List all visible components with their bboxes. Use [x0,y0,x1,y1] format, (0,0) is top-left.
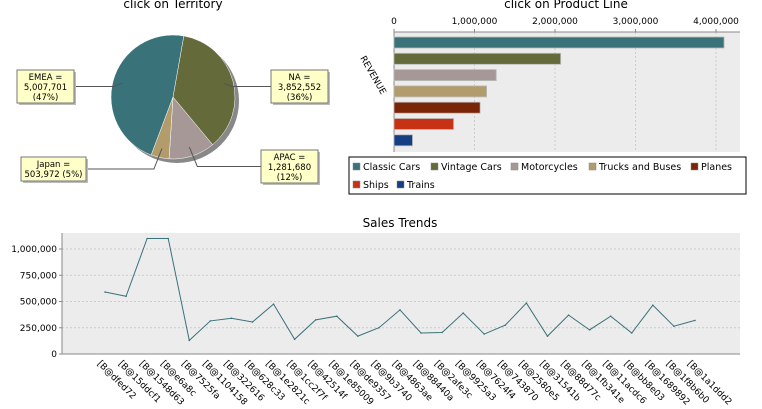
sales-point [504,324,507,326]
sales-point [209,320,212,322]
bar-classic-cars [393,36,725,49]
pie-label-box [20,156,87,182]
sales-point [609,315,612,318]
legend-swatch [430,162,439,171]
pie-label-connector [223,83,271,87]
line-title: Sales Trends [363,216,438,230]
sales-point [378,326,380,329]
pie-label-text: (12%) [277,173,303,183]
legend-item: Trucks and Buses [598,162,681,173]
bar-trains [393,134,413,147]
line-tick-label: 250,000 [20,324,57,334]
sales-point [483,333,486,335]
bar-tick-label: 0 [391,17,397,27]
sales-point [125,295,127,298]
legend-swatch [352,162,361,171]
bar-tick-label: 2,000,000 [532,17,578,27]
sales-point [525,302,528,304]
pie-title: click on Territory [123,0,222,11]
legend-swatch [396,180,405,189]
bar-vintage-cars [393,52,562,65]
sales-point [167,237,170,240]
legend-item: Vintage Cars [441,162,502,173]
sales-point [673,325,675,327]
pie-label-connector [188,146,261,167]
sales-point [314,319,317,321]
bar-title: click on Product Line [504,0,628,11]
bar-planes [393,101,481,114]
sales-point [335,315,338,318]
pie-slice-emea [110,34,185,156]
legend-item: Trains [406,180,435,191]
bar-motorcycles [393,69,497,81]
sales-point [420,332,422,334]
sales-point [293,338,296,341]
sales-point [441,331,443,334]
sales-point [462,312,464,314]
legend-swatch [352,180,361,189]
pie-label-text: 3,852,552 [278,83,321,93]
pie-label-text: (36%) [287,93,313,103]
pie-label-connector [74,82,123,87]
pie-label-text: Japan = [36,160,71,170]
legend-item: Planes [701,162,732,173]
pie-label-connector [86,148,163,170]
sales-point [546,335,549,337]
pie-label-text: 503,972 (5%) [25,170,83,180]
bar-tick-label: 1,000,000 [452,17,498,27]
pie-label-text: NA = [289,73,311,83]
pie-label-text: (47%) [33,93,59,103]
pie-label-text: 1,281,680 [268,163,311,173]
legend-item: Motorcycles [521,162,578,173]
line-tick-label: 750,000 [20,271,57,281]
pie-label-text: 5,007,701 [24,83,67,93]
sales-point [357,335,359,337]
pie-label-box [260,149,319,184]
bar-tick-label: 4,000,000 [693,17,739,27]
legend-swatch [588,162,597,171]
sales-point [230,317,233,320]
sales-point [630,332,633,334]
line-tick-label: 500,000 [20,298,57,308]
line-plot-area [62,233,740,354]
pie-label-box [270,69,329,104]
pie-label-text: EMEA = [29,73,63,83]
sales-point [251,321,254,323]
sales-point [694,319,696,322]
legend-swatch [690,162,699,171]
pie-label-text: APAC = [274,153,306,163]
bar-trucks-and-buses [393,85,487,98]
bar-ships [393,118,454,130]
sales-point [272,303,275,305]
legend-item: Classic Cars [363,162,420,173]
sales-point [146,237,148,240]
sales-point [399,309,401,311]
bar-axis-label: REVENUE [357,55,387,97]
bar-tick-label: 3,000,000 [613,17,659,27]
pie-label-box [16,69,75,104]
sales-point [588,329,591,331]
line-tick-label: 1,000,000 [11,245,57,255]
legend-swatch [510,162,519,171]
bar-legend [348,156,747,195]
sales-point [567,314,570,316]
legend-item: Ships [363,180,389,191]
line-tick-label: 0 [51,350,57,360]
sales-point [652,304,654,306]
sales-point [104,291,106,293]
pie-slice-na [172,35,236,146]
sales-point [188,339,191,342]
